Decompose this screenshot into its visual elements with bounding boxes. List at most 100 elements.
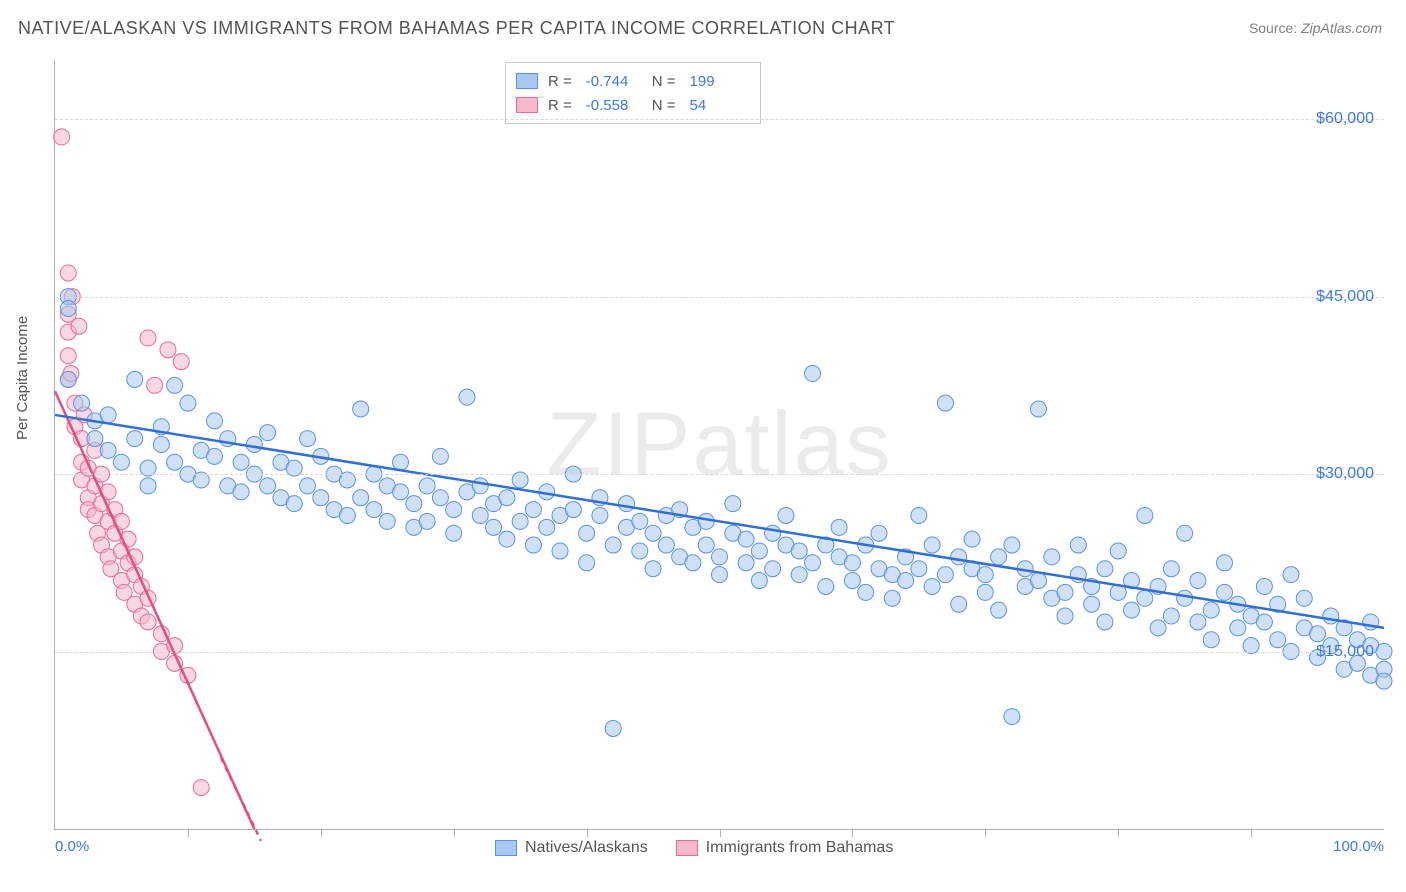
x-tick — [852, 829, 853, 837]
data-point — [658, 537, 674, 553]
chart-container: NATIVE/ALASKAN VS IMMIGRANTS FROM BAHAMA… — [0, 0, 1406, 892]
data-point — [884, 590, 900, 606]
data-point — [1004, 709, 1020, 725]
data-point — [844, 555, 860, 571]
data-point — [1190, 614, 1206, 630]
data-point — [206, 448, 222, 464]
data-point — [951, 549, 967, 565]
data-point — [140, 614, 156, 630]
gridline — [55, 474, 1384, 475]
x-tick — [1118, 829, 1119, 837]
data-point — [751, 573, 767, 589]
data-point — [71, 318, 87, 334]
data-point — [579, 525, 595, 541]
trend-line — [55, 415, 1384, 628]
data-point — [167, 377, 183, 393]
data-point — [432, 448, 448, 464]
data-point — [459, 389, 475, 405]
data-point — [645, 561, 661, 577]
data-point — [60, 300, 76, 316]
x-tick — [1251, 829, 1252, 837]
data-point — [565, 502, 581, 518]
trend-line — [55, 391, 254, 829]
data-point — [977, 584, 993, 600]
data-point — [738, 555, 754, 571]
y-axis-label: Per Capita Income — [14, 316, 31, 440]
data-point — [1137, 507, 1153, 523]
data-point — [911, 561, 927, 577]
legend-swatch-blue-bottom — [495, 840, 517, 856]
data-point — [937, 395, 953, 411]
data-point — [791, 567, 807, 583]
data-point — [1163, 608, 1179, 624]
data-point — [1084, 596, 1100, 612]
data-point — [579, 555, 595, 571]
data-point — [393, 454, 409, 470]
data-point — [964, 531, 980, 547]
y-tick-label: $15,000 — [1316, 643, 1374, 661]
data-point — [100, 407, 116, 423]
data-point — [951, 596, 967, 612]
legend-entry-blue: Natives/Alaskans — [495, 839, 648, 857]
data-point — [805, 555, 821, 571]
data-point — [805, 366, 821, 382]
data-point — [1097, 561, 1113, 577]
data-point — [858, 584, 874, 600]
legend-entry-pink: Immigrants from Bahamas — [676, 839, 894, 857]
data-point — [432, 490, 448, 506]
data-point — [725, 496, 741, 512]
data-point — [698, 537, 714, 553]
source-label: Source: — [1249, 20, 1297, 36]
data-point — [1044, 549, 1060, 565]
data-point — [127, 431, 143, 447]
data-point — [260, 425, 276, 441]
data-point — [1203, 632, 1219, 648]
x-tick-label-right: 100.0% — [1333, 838, 1384, 855]
data-point — [499, 490, 515, 506]
data-point — [419, 513, 435, 529]
data-point — [898, 573, 914, 589]
chart-title: NATIVE/ALASKAN VS IMMIGRANTS FROM BAHAMA… — [18, 18, 895, 39]
data-point — [60, 348, 76, 364]
data-point — [844, 573, 860, 589]
data-point — [1177, 590, 1193, 606]
data-point — [632, 513, 648, 529]
data-point — [379, 513, 395, 529]
data-point — [712, 567, 728, 583]
data-point — [1097, 614, 1113, 630]
data-point — [685, 555, 701, 571]
x-tick — [321, 829, 322, 837]
data-point — [313, 490, 329, 506]
data-point — [173, 354, 189, 370]
y-tick-label: $60,000 — [1316, 110, 1374, 128]
data-point — [512, 513, 528, 529]
data-point — [167, 454, 183, 470]
data-point — [831, 519, 847, 535]
data-point — [1270, 632, 1286, 648]
x-tick — [985, 829, 986, 837]
data-point — [147, 377, 163, 393]
data-point — [366, 502, 382, 518]
data-point — [765, 525, 781, 541]
legend-swatch-pink-bottom — [676, 840, 698, 856]
data-point — [632, 543, 648, 559]
x-tick — [587, 829, 588, 837]
data-point — [1230, 620, 1246, 636]
data-point — [246, 437, 262, 453]
data-point — [911, 507, 927, 523]
data-point — [206, 413, 222, 429]
data-point — [645, 525, 661, 541]
data-point — [991, 602, 1007, 618]
data-point — [751, 543, 767, 559]
data-point — [113, 454, 129, 470]
data-point — [393, 484, 409, 500]
data-point — [472, 478, 488, 494]
data-point — [1296, 590, 1312, 606]
data-point — [1150, 620, 1166, 636]
source-attribution: Source: ZipAtlas.com — [1249, 20, 1382, 36]
data-point — [1004, 537, 1020, 553]
data-point — [1163, 561, 1179, 577]
x-tick-label-left: 0.0% — [55, 838, 89, 855]
data-point — [525, 502, 541, 518]
x-tick — [188, 829, 189, 837]
